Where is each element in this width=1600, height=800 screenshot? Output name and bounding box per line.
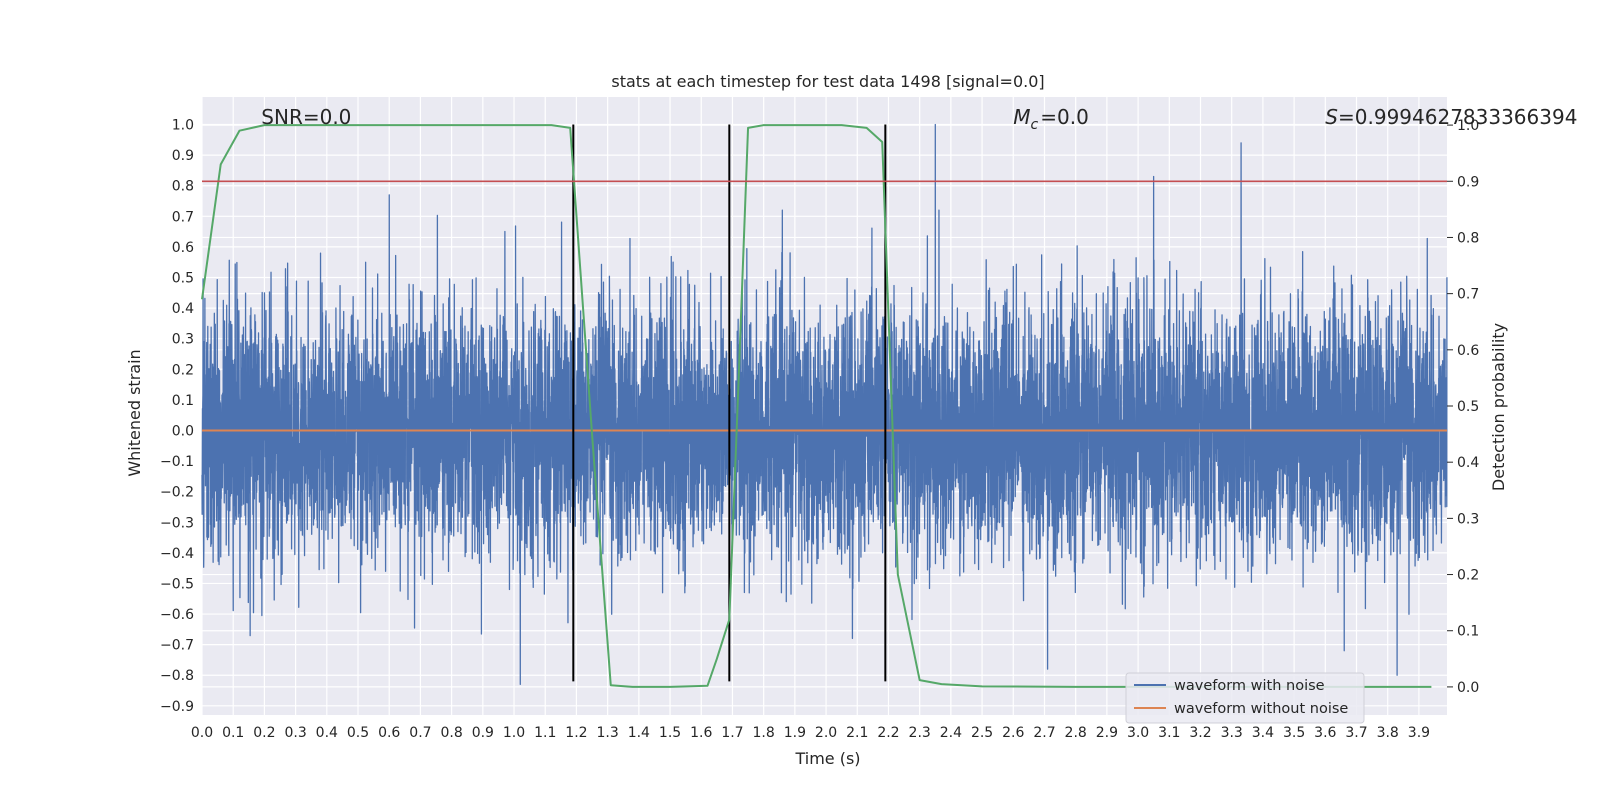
y2-axis-label: Detection probability — [1489, 323, 1508, 491]
y-tick-label: 0.2 — [172, 362, 194, 378]
x-tick-label: 0.7 — [409, 725, 431, 741]
x-tick-label: 3.5 — [1283, 725, 1305, 741]
x-tick-label: 0.0 — [191, 725, 213, 741]
y2-tick-label: 0.1 — [1457, 624, 1479, 640]
y-tick-label: −0.5 — [160, 576, 194, 592]
y-tick-label: −0.6 — [160, 607, 194, 623]
probability-line — [201, 124, 1432, 688]
annotation-snr: SNR=0.0 — [261, 105, 351, 129]
x-tick-label: 2.2 — [877, 725, 899, 741]
y2-tick-label: 0.3 — [1457, 511, 1479, 527]
x-axis-ticks: 0.0 0.1 0.2 0.3 0.4 0.5 0.6 0.7 0.8 0.9 1.0 1.1 1.2 1… — [191, 725, 1430, 741]
y2-tick-label: 1.0 — [1457, 118, 1479, 134]
chart-title: stats at each timestep for test data 149… — [611, 72, 1044, 91]
y2-tick-label: 0.7 — [1457, 287, 1479, 303]
x-tick-label: 3.3 — [1221, 725, 1243, 741]
x-tick-label: 0.9 — [472, 725, 494, 741]
x-tick-label: 1.5 — [659, 725, 681, 741]
legend: waveform with noise waveform without noi… — [1125, 672, 1365, 724]
y2-axis-ticks: 1.0 0.9 0.8 0.7 0.6 0.5 0.4 0.3 0.2 0.1 0.0 — [1447, 118, 1479, 696]
x-tick-label: 3.4 — [1252, 725, 1274, 741]
x-tick-label: 1.4 — [628, 725, 650, 741]
y2-tick-label: 0.6 — [1457, 343, 1479, 359]
y-tick-label: 0.1 — [172, 393, 194, 409]
x-tick-label: 0.5 — [347, 725, 369, 741]
x-tick-label: 3.8 — [1377, 725, 1399, 741]
x-tick-label: 1.0 — [503, 725, 525, 741]
y-axis-ticks: 1.0 0.9 0.8 0.7 0.6 0.5 0.4 0.3 0.2 0.1 0.0 −0.1 −0.… — [160, 118, 194, 715]
x-tick-label: 1.1 — [534, 725, 556, 741]
annotation-chirp-mass: Mc =0.0 — [1013, 105, 1089, 133]
score-symbol: S — [1325, 105, 1338, 129]
y2-tick-label: 0.8 — [1457, 230, 1479, 246]
legend-box — [1125, 672, 1365, 724]
x-tick-label: 0.8 — [440, 725, 462, 741]
y-tick-label: −0.7 — [160, 638, 194, 654]
x-tick-label: 2.7 — [1033, 725, 1055, 741]
x-tick-label: 1.3 — [597, 725, 619, 741]
series-detection-probability — [201, 124, 1432, 688]
y-tick-label: 0.6 — [172, 240, 194, 256]
x-tick-label: 2.5 — [971, 725, 993, 741]
y-tick-label: −0.8 — [160, 668, 194, 684]
x-tick-label: 3.1 — [1158, 725, 1180, 741]
noise-line — [201, 123, 1448, 686]
y-tick-label: 0.8 — [172, 179, 194, 195]
y-tick-label: −0.4 — [160, 546, 194, 562]
x-tick-label: 0.2 — [253, 725, 275, 741]
y-tick-label: 0.4 — [172, 301, 194, 317]
x-tick-label: 0.6 — [378, 725, 400, 741]
y-tick-label: −0.1 — [160, 454, 194, 470]
y2-tick-label: 0.0 — [1457, 680, 1479, 696]
y2-tick-label: 0.5 — [1457, 399, 1479, 415]
y-axis-label: Whitened strain — [125, 349, 144, 476]
x-tick-label: 1.9 — [784, 725, 806, 741]
x-tick-label: 2.8 — [1065, 725, 1087, 741]
annotation-score: S =0.9994627833366394 — [1325, 105, 1577, 129]
y2-tick-label: 0.2 — [1457, 568, 1479, 584]
x-tick-label: 3.0 — [1127, 725, 1149, 741]
x-tick-label: 2.6 — [1002, 725, 1024, 741]
y2-tick-label: 0.4 — [1457, 455, 1479, 471]
series-waveform-with-noise — [201, 123, 1448, 686]
y-tick-label: 1.0 — [172, 118, 194, 134]
y-tick-label: 0.5 — [172, 271, 194, 287]
x-tick-label: 3.9 — [1408, 725, 1430, 741]
legend-label-noise: waveform with noise — [1174, 678, 1325, 694]
y-tick-label: −0.9 — [160, 699, 194, 715]
x-tick-label: 2.3 — [909, 725, 931, 741]
x-tick-label: 2.4 — [940, 725, 962, 741]
y-tick-label: 0.0 — [172, 423, 194, 439]
x-tick-label: 3.7 — [1345, 725, 1367, 741]
x-tick-label: 1.8 — [753, 725, 775, 741]
x-tick-label: 1.2 — [565, 725, 587, 741]
x-tick-label: 1.6 — [690, 725, 712, 741]
x-tick-label: 2.9 — [1096, 725, 1118, 741]
x-tick-label: 0.4 — [316, 725, 338, 741]
x-tick-label: 2.0 — [815, 725, 837, 741]
x-tick-label: 0.3 — [284, 725, 306, 741]
x-tick-label: 0.1 — [222, 725, 244, 741]
x-axis-label: Time (s) — [794, 749, 860, 768]
y-tick-label: 0.3 — [172, 332, 194, 348]
legend-label-clean: waveform without noise — [1174, 701, 1348, 717]
y2-tick-label: 0.9 — [1457, 174, 1479, 190]
y-tick-label: −0.2 — [160, 485, 194, 501]
x-tick-label: 3.2 — [1189, 725, 1211, 741]
x-tick-label: 3.6 — [1314, 725, 1336, 741]
y-tick-label: 0.7 — [172, 209, 194, 225]
y-tick-label: −0.3 — [160, 515, 194, 531]
x-tick-label: 2.1 — [846, 725, 868, 741]
y-tick-label: 0.9 — [172, 148, 194, 164]
annotation-mc-value: =0.0 — [1040, 105, 1089, 129]
annotation-s-value: =0.9994627833366394 — [1338, 105, 1577, 129]
x-tick-label: 1.7 — [721, 725, 743, 741]
